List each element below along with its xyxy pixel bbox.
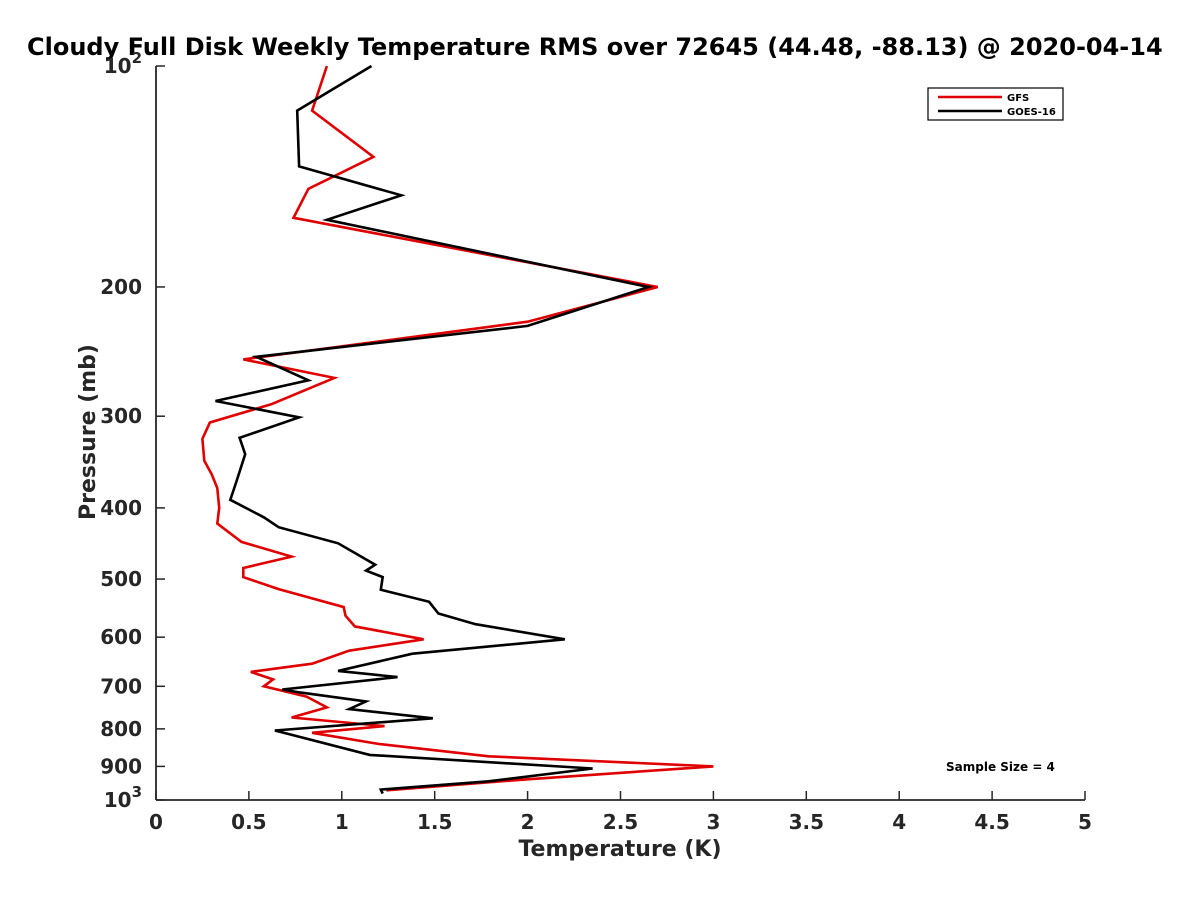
y-tick-label: 700 — [100, 674, 142, 698]
x-tick-label: 1 — [335, 810, 349, 834]
legend: GFS GOES-16 — [927, 87, 1064, 121]
series-line-goes16 — [215, 64, 654, 795]
y-tick-label: 600 — [100, 625, 142, 649]
x-tick-label: 5 — [1078, 810, 1092, 834]
y-tick-label: 103 — [104, 783, 142, 812]
y-tick-label: 500 — [100, 567, 142, 591]
y-tick-label: 400 — [100, 496, 142, 520]
x-tick-label: 4 — [892, 810, 906, 834]
x-axis-label: Temperature (K) — [518, 837, 721, 862]
x-tick-label: 3 — [706, 810, 720, 834]
y-axis-label: Pressure (mb) — [76, 344, 101, 520]
x-tick-label: 3.5 — [789, 810, 824, 834]
y-tick-label: 300 — [100, 404, 142, 428]
legend-label-goes16: GOES-16 — [1007, 107, 1056, 118]
x-tick-label: 0.5 — [231, 810, 266, 834]
axis-ticks: 0 0.5 1 1.5 2 2.5 3 3.5 4 4.5 5 102 200 300 400 500 600 7… — [100, 49, 1092, 834]
y-tick-label: 800 — [100, 717, 142, 741]
plot-area — [155, 64, 1085, 801]
chart-title: Cloudy Full Disk Weekly Temperature RMS … — [27, 33, 1163, 61]
y-tick-label: 200 — [100, 275, 142, 299]
legend-box — [927, 87, 1064, 121]
legend-label-gfs: GFS — [1007, 93, 1029, 104]
series-line-gfs — [201, 65, 714, 792]
x-tick-label: 1.5 — [417, 810, 452, 834]
x-tick-label: 2 — [521, 810, 535, 834]
y-tick-label: 102 — [104, 49, 142, 78]
sample-size-annotation: Sample Size = 4 — [946, 760, 1055, 774]
y-tick-label: 900 — [100, 754, 142, 778]
x-tick-label: 0 — [149, 810, 163, 834]
x-tick-label: 2.5 — [603, 810, 638, 834]
x-tick-label: 4.5 — [974, 810, 1009, 834]
